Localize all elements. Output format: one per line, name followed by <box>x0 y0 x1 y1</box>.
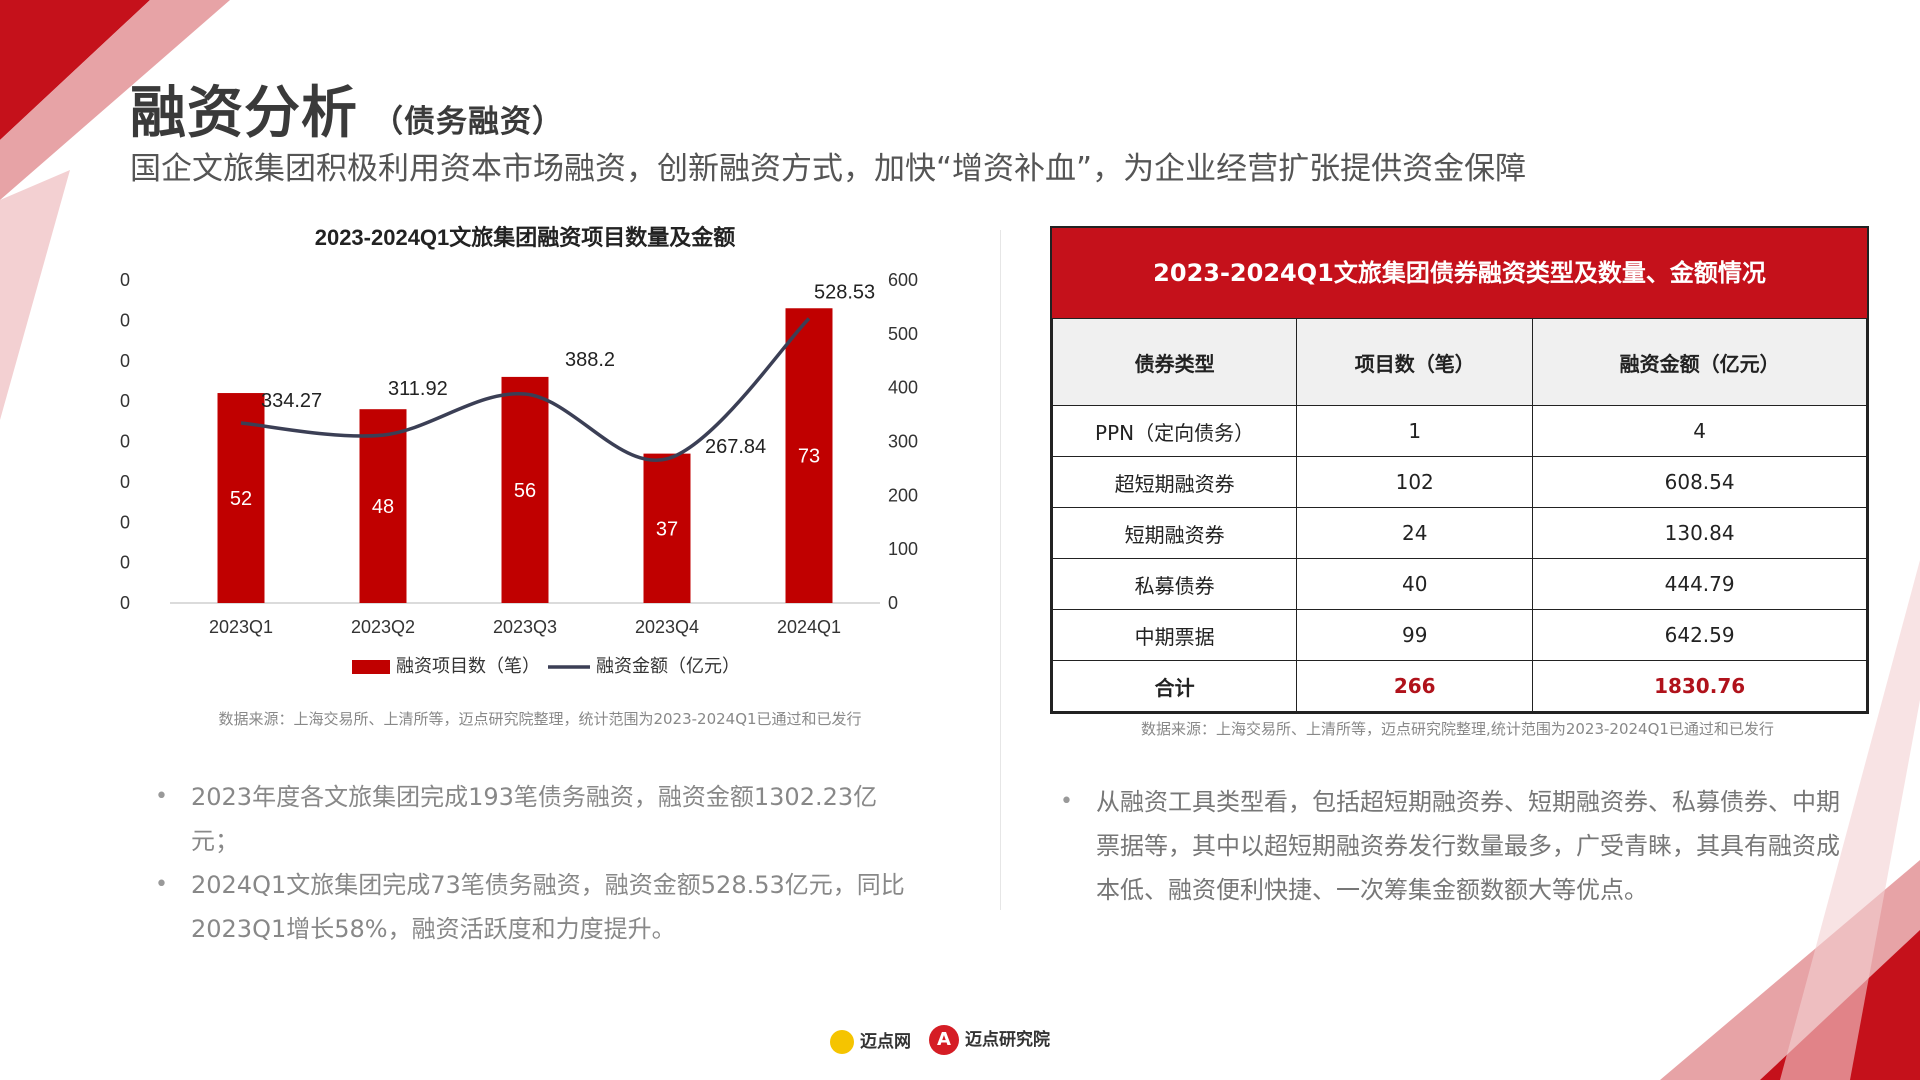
line-value-label: 528.53 <box>814 281 875 303</box>
line-value-label: 388.2 <box>565 349 615 371</box>
chart-title: 2023-2024Q1文旅集团融资项目数量及金额 <box>315 225 736 250</box>
bar <box>359 409 407 603</box>
y-left-tick-label: 80 <box>120 270 130 290</box>
table-source: 数据来源：上海交易所、上清所等，迈点研究院整理,统计范围为2023-2024Q1… <box>1141 720 1774 738</box>
y-right-tick-label: 500 <box>888 324 918 344</box>
x-tick-label: 2023Q3 <box>493 617 557 637</box>
table-row: 超短期融资券 102 608.54 <box>1051 456 1867 508</box>
bar <box>501 376 549 603</box>
y-right-tick-label: 200 <box>888 485 918 505</box>
table-cell: 99 <box>1296 609 1534 661</box>
bond-table: 2023-2024Q1文旅集团债券融资类型及数量、金额情况 债券类型 项目数（笔… <box>1050 226 1869 714</box>
table-row: 私募债券 40 444.79 <box>1051 558 1867 610</box>
maidian-logo-icon <box>830 1029 854 1054</box>
table-cell: 短期融资券 <box>1051 507 1298 559</box>
table-cell: 超短期融资券 <box>1051 456 1298 508</box>
table-total-count: 266 <box>1296 660 1534 712</box>
table-cell: 102 <box>1296 456 1534 508</box>
y-left-tick-label: 10 <box>120 553 130 573</box>
y-right-tick-label: 100 <box>888 539 918 559</box>
table-header-cell: 项目数（笔） <box>1296 318 1534 406</box>
legend-bar-swatch <box>352 660 390 674</box>
bullet-item: 2023年度各文旅集团完成193笔债务融资，融资金额1302.23亿元； <box>155 775 915 863</box>
table-cell: 40 <box>1296 558 1534 610</box>
table-cell: 私募债券 <box>1051 558 1298 610</box>
x-tick-label: 2023Q2 <box>351 617 415 637</box>
table-total-row: 合计 266 1830.76 <box>1051 660 1867 712</box>
maidian-logo-text: 迈点网 <box>860 1031 911 1052</box>
bar <box>217 393 265 603</box>
table-total-label: 合计 <box>1051 660 1298 712</box>
bar-value-label: 52 <box>230 488 252 510</box>
y-left-tick-label: 70 <box>120 310 130 330</box>
y-right-tick-label: 0 <box>888 593 898 613</box>
bullet-item: 从融资工具类型看，包括超短期融资券、短期融资券、私募债券、中期票据等，其中以超短… <box>1060 780 1850 912</box>
bar <box>785 308 833 603</box>
bar <box>643 453 691 603</box>
table-total-amount: 1830.76 <box>1532 660 1867 712</box>
y-left-tick-label: 30 <box>120 472 130 492</box>
bullets-left: 2023年度各文旅集团完成193笔债务融资，融资金额1302.23亿元； 202… <box>155 775 915 951</box>
chart-source: 数据来源：上海交易所、上清所等，迈点研究院整理，统计范围为2023-2024Q1… <box>218 710 862 728</box>
y-left-tick-label: 20 <box>120 512 130 532</box>
bar-value-label: 48 <box>372 496 394 518</box>
table-cell: 444.79 <box>1532 558 1867 610</box>
x-tick-label: 2023Q4 <box>635 617 699 637</box>
table-cell: 24 <box>1296 507 1534 559</box>
page-headline: 国企文旅集团积极利用资本市场融资，创新融资方式，加快“增资补血”，为企业经营扩张… <box>130 151 1527 187</box>
y-right-tick-label: 300 <box>888 432 918 452</box>
table-cell: PPN（定向债务） <box>1051 405 1298 457</box>
page-title-sub: （债务融资） <box>372 104 564 140</box>
column-divider <box>1000 230 1001 910</box>
legend-bar-label: 融资项目数（笔） <box>396 656 540 676</box>
financing-chart: 2023-2024Q1文旅集团融资项目数量及金额 0 10 20 30 40 50 60 70 8… <box>110 215 960 735</box>
table-header-row: 债券类型 项目数（笔） 融资金额（亿元） <box>1051 318 1867 406</box>
bullet-item: 2024Q1文旅集团完成73笔债务融资，融资金额528.53亿元，同比2023Q… <box>155 863 915 951</box>
amount-line <box>240 317 811 462</box>
bar-value-label: 56 <box>514 480 536 502</box>
bar-value-label: 73 <box>798 446 820 468</box>
table-cell: 608.54 <box>1532 456 1867 508</box>
table-row: PPN（定向债务） 1 4 <box>1051 405 1867 457</box>
page-title-main: 融资分析 <box>130 81 358 146</box>
footer-logos: 迈点网 A 迈点研究院 <box>830 1020 1050 1060</box>
table-header-cell: 融资金额（亿元） <box>1532 318 1867 406</box>
bar-value-label: 37 <box>656 518 678 540</box>
research-logo: A 迈点研究院 <box>929 1025 1050 1055</box>
page-title: 融资分析 （债务融资） <box>130 68 564 149</box>
research-logo-text: 迈点研究院 <box>965 1030 1050 1050</box>
legend-line-label: 融资金额（亿元） <box>596 656 740 676</box>
maidian-logo: 迈点网 <box>830 1027 911 1054</box>
table-cell: 中期票据 <box>1051 609 1298 661</box>
table-title: 2023-2024Q1文旅集团债券融资类型及数量、金额情况 <box>1052 228 1867 318</box>
table-row: 短期融资券 24 130.84 <box>1051 507 1867 559</box>
table-row: 中期票据 99 642.59 <box>1051 609 1867 661</box>
table-grid: 债券类型 项目数（笔） 融资金额（亿元） PPN（定向债务） 1 4 超短期融资… <box>1051 318 1867 712</box>
y-left-tick-label: 40 <box>120 432 130 452</box>
table-cell: 4 <box>1532 405 1867 457</box>
bullets-right: 从融资工具类型看，包括超短期融资券、短期融资券、私募债券、中期票据等，其中以超短… <box>1060 780 1850 912</box>
x-tick-label: 2023Q1 <box>209 617 273 637</box>
y-right-tick-label: 400 <box>888 378 918 398</box>
y-left-tick-label: 0 <box>120 593 130 613</box>
x-tick-label: 2024Q1 <box>777 617 841 637</box>
table-cell: 642.59 <box>1532 609 1867 661</box>
line-value-label: 267.84 <box>705 436 766 458</box>
research-logo-icon: A <box>929 1025 959 1055</box>
y-right-tick-label: 600 <box>888 270 918 290</box>
y-left-tick-label: 60 <box>120 351 130 371</box>
table-header-cell: 债券类型 <box>1051 318 1298 406</box>
line-value-label: 311.92 <box>388 378 448 400</box>
chart-svg: 2023-2024Q1文旅集团融资项目数量及金额 0 10 20 30 40 50 60 70 8… <box>110 225 918 676</box>
table-cell: 130.84 <box>1532 507 1867 559</box>
table-cell: 1 <box>1296 405 1534 457</box>
line-value-label: 334.27 <box>261 390 322 412</box>
y-left-tick-label: 50 <box>120 391 130 411</box>
